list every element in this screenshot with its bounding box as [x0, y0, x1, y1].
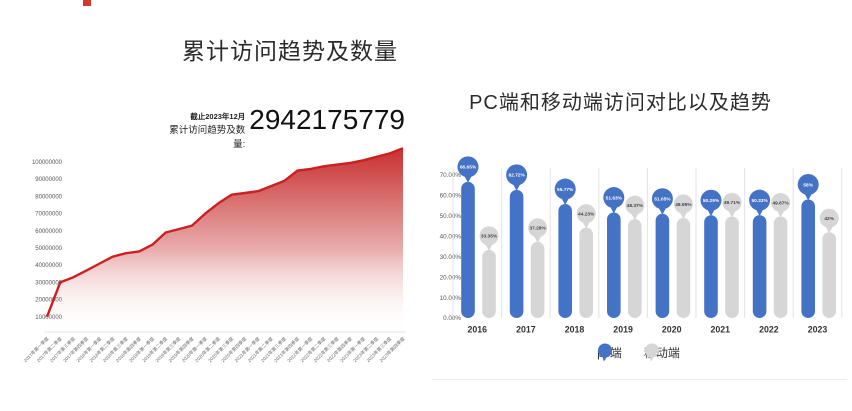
value-bar	[579, 227, 593, 318]
value-bar	[773, 216, 788, 318]
svg-text:33.35%: 33.35%	[481, 234, 498, 240]
svg-text:37.28%: 37.28%	[529, 226, 546, 232]
svg-text:70.00%: 70.00%	[440, 172, 462, 179]
svg-text:10.00%: 10.00%	[440, 295, 462, 302]
value-balloon	[797, 174, 819, 196]
svg-text:2019: 2019	[613, 325, 633, 335]
value-bar	[482, 249, 496, 318]
value-bar	[752, 215, 767, 318]
value-bar	[655, 213, 670, 318]
legend-item-mobile: 移动端	[644, 343, 680, 362]
value-bar	[801, 199, 815, 318]
svg-text:58%: 58%	[803, 182, 813, 188]
svg-text:0.00%: 0.00%	[443, 315, 461, 322]
right-chart-title: PC端和移动端访问对比以及趋势	[469, 92, 772, 114]
value-bar	[822, 232, 836, 318]
svg-text:42%: 42%	[824, 216, 834, 222]
svg-text:2023: 2023	[808, 325, 828, 335]
svg-text:50000000: 50000000	[35, 246, 62, 252]
svg-text:2016: 2016	[468, 325, 488, 335]
value-bar	[628, 219, 642, 318]
value-balloon	[673, 194, 693, 214]
svg-text:48.95%: 48.95%	[675, 202, 692, 208]
value-balloon	[479, 226, 499, 246]
svg-text:2022: 2022	[759, 325, 779, 335]
bottom-divider	[432, 379, 847, 380]
svg-text:30000000: 30000000	[35, 280, 62, 286]
svg-text:70000000: 70000000	[35, 212, 62, 218]
svg-text:51.05%: 51.05%	[654, 197, 671, 203]
value-balloon	[749, 189, 771, 211]
svg-text:30.00%: 30.00%	[440, 254, 462, 261]
value-balloon	[576, 204, 596, 224]
svg-text:51.63%: 51.63%	[606, 195, 623, 201]
value-balloon	[603, 187, 625, 209]
value-balloon	[771, 193, 791, 213]
value-balloon	[625, 195, 645, 215]
total-label: 累计访问趋势及数量:	[169, 125, 246, 151]
svg-text:50.33%: 50.33%	[751, 198, 768, 204]
total-value: 2942175779	[249, 104, 405, 135]
legend-item-pc: pc端	[597, 343, 622, 362]
value-balloon	[700, 189, 722, 211]
legend-pc-marker-icon	[598, 343, 613, 362]
left-chart-title: 累计访问趋势及数量	[182, 38, 398, 64]
trend-line	[45, 147, 404, 318]
value-balloon	[651, 188, 673, 210]
as-of-label: 截止2023年12月	[190, 112, 246, 121]
value-bar	[509, 189, 524, 318]
value-balloon	[722, 192, 742, 212]
svg-text:50.00%: 50.00%	[440, 213, 462, 220]
value-bar	[725, 216, 739, 318]
svg-text:90000000: 90000000	[35, 177, 62, 183]
value-balloon	[554, 178, 576, 200]
pc-mobile-lollipop-chart: 70.00% 60.00% 50.00% 40.00% 30.00% 20.00% 10.0…	[440, 156, 843, 335]
svg-text:20.00%: 20.00%	[440, 274, 462, 281]
svg-text:2021: 2021	[711, 325, 731, 335]
svg-text:55.77%: 55.77%	[557, 187, 574, 193]
cumulative-area-chart: 100000000 90000000 80000000 70000000 6000000…	[22, 147, 407, 364]
svg-text:100000000: 100000000	[32, 160, 63, 166]
svg-text:2017: 2017	[516, 325, 536, 335]
svg-text:62.72%: 62.72%	[508, 173, 525, 179]
value-balloon	[506, 164, 528, 186]
svg-text:66.65%: 66.65%	[460, 165, 477, 171]
value-bar	[461, 181, 475, 318]
legend-mobile-marker-icon	[644, 343, 659, 362]
cumulative-total-block: 截止2023年12月 累计访问趋势及数量: 2942175779	[165, 104, 405, 150]
svg-text:60000000: 60000000	[35, 229, 62, 235]
svg-text:60.00%: 60.00%	[440, 193, 462, 200]
svg-text:44.23%: 44.23%	[578, 211, 595, 217]
svg-text:80000000: 80000000	[35, 194, 62, 200]
chart-legend: pc端 移动端	[425, 343, 852, 362]
value-bar	[704, 215, 718, 318]
value-balloon	[819, 208, 839, 228]
value-balloon	[457, 156, 479, 178]
area-fill	[47, 148, 403, 332]
value-bar	[530, 241, 545, 318]
svg-text:49.71%: 49.71%	[724, 200, 741, 206]
svg-text:50.29%: 50.29%	[703, 198, 720, 204]
value-bar	[676, 217, 691, 318]
svg-text:20000000: 20000000	[35, 298, 62, 304]
red-corner-mark	[83, 0, 91, 6]
value-bar	[558, 204, 572, 318]
svg-text:40000000: 40000000	[35, 263, 62, 269]
value-balloon	[528, 218, 548, 238]
svg-text:48.37%: 48.37%	[627, 203, 644, 209]
value-bar	[607, 212, 621, 318]
svg-text:49.67%: 49.67%	[772, 200, 789, 206]
svg-text:2018: 2018	[565, 325, 585, 335]
svg-text:40.00%: 40.00%	[440, 233, 462, 240]
svg-text:2020: 2020	[662, 325, 682, 335]
